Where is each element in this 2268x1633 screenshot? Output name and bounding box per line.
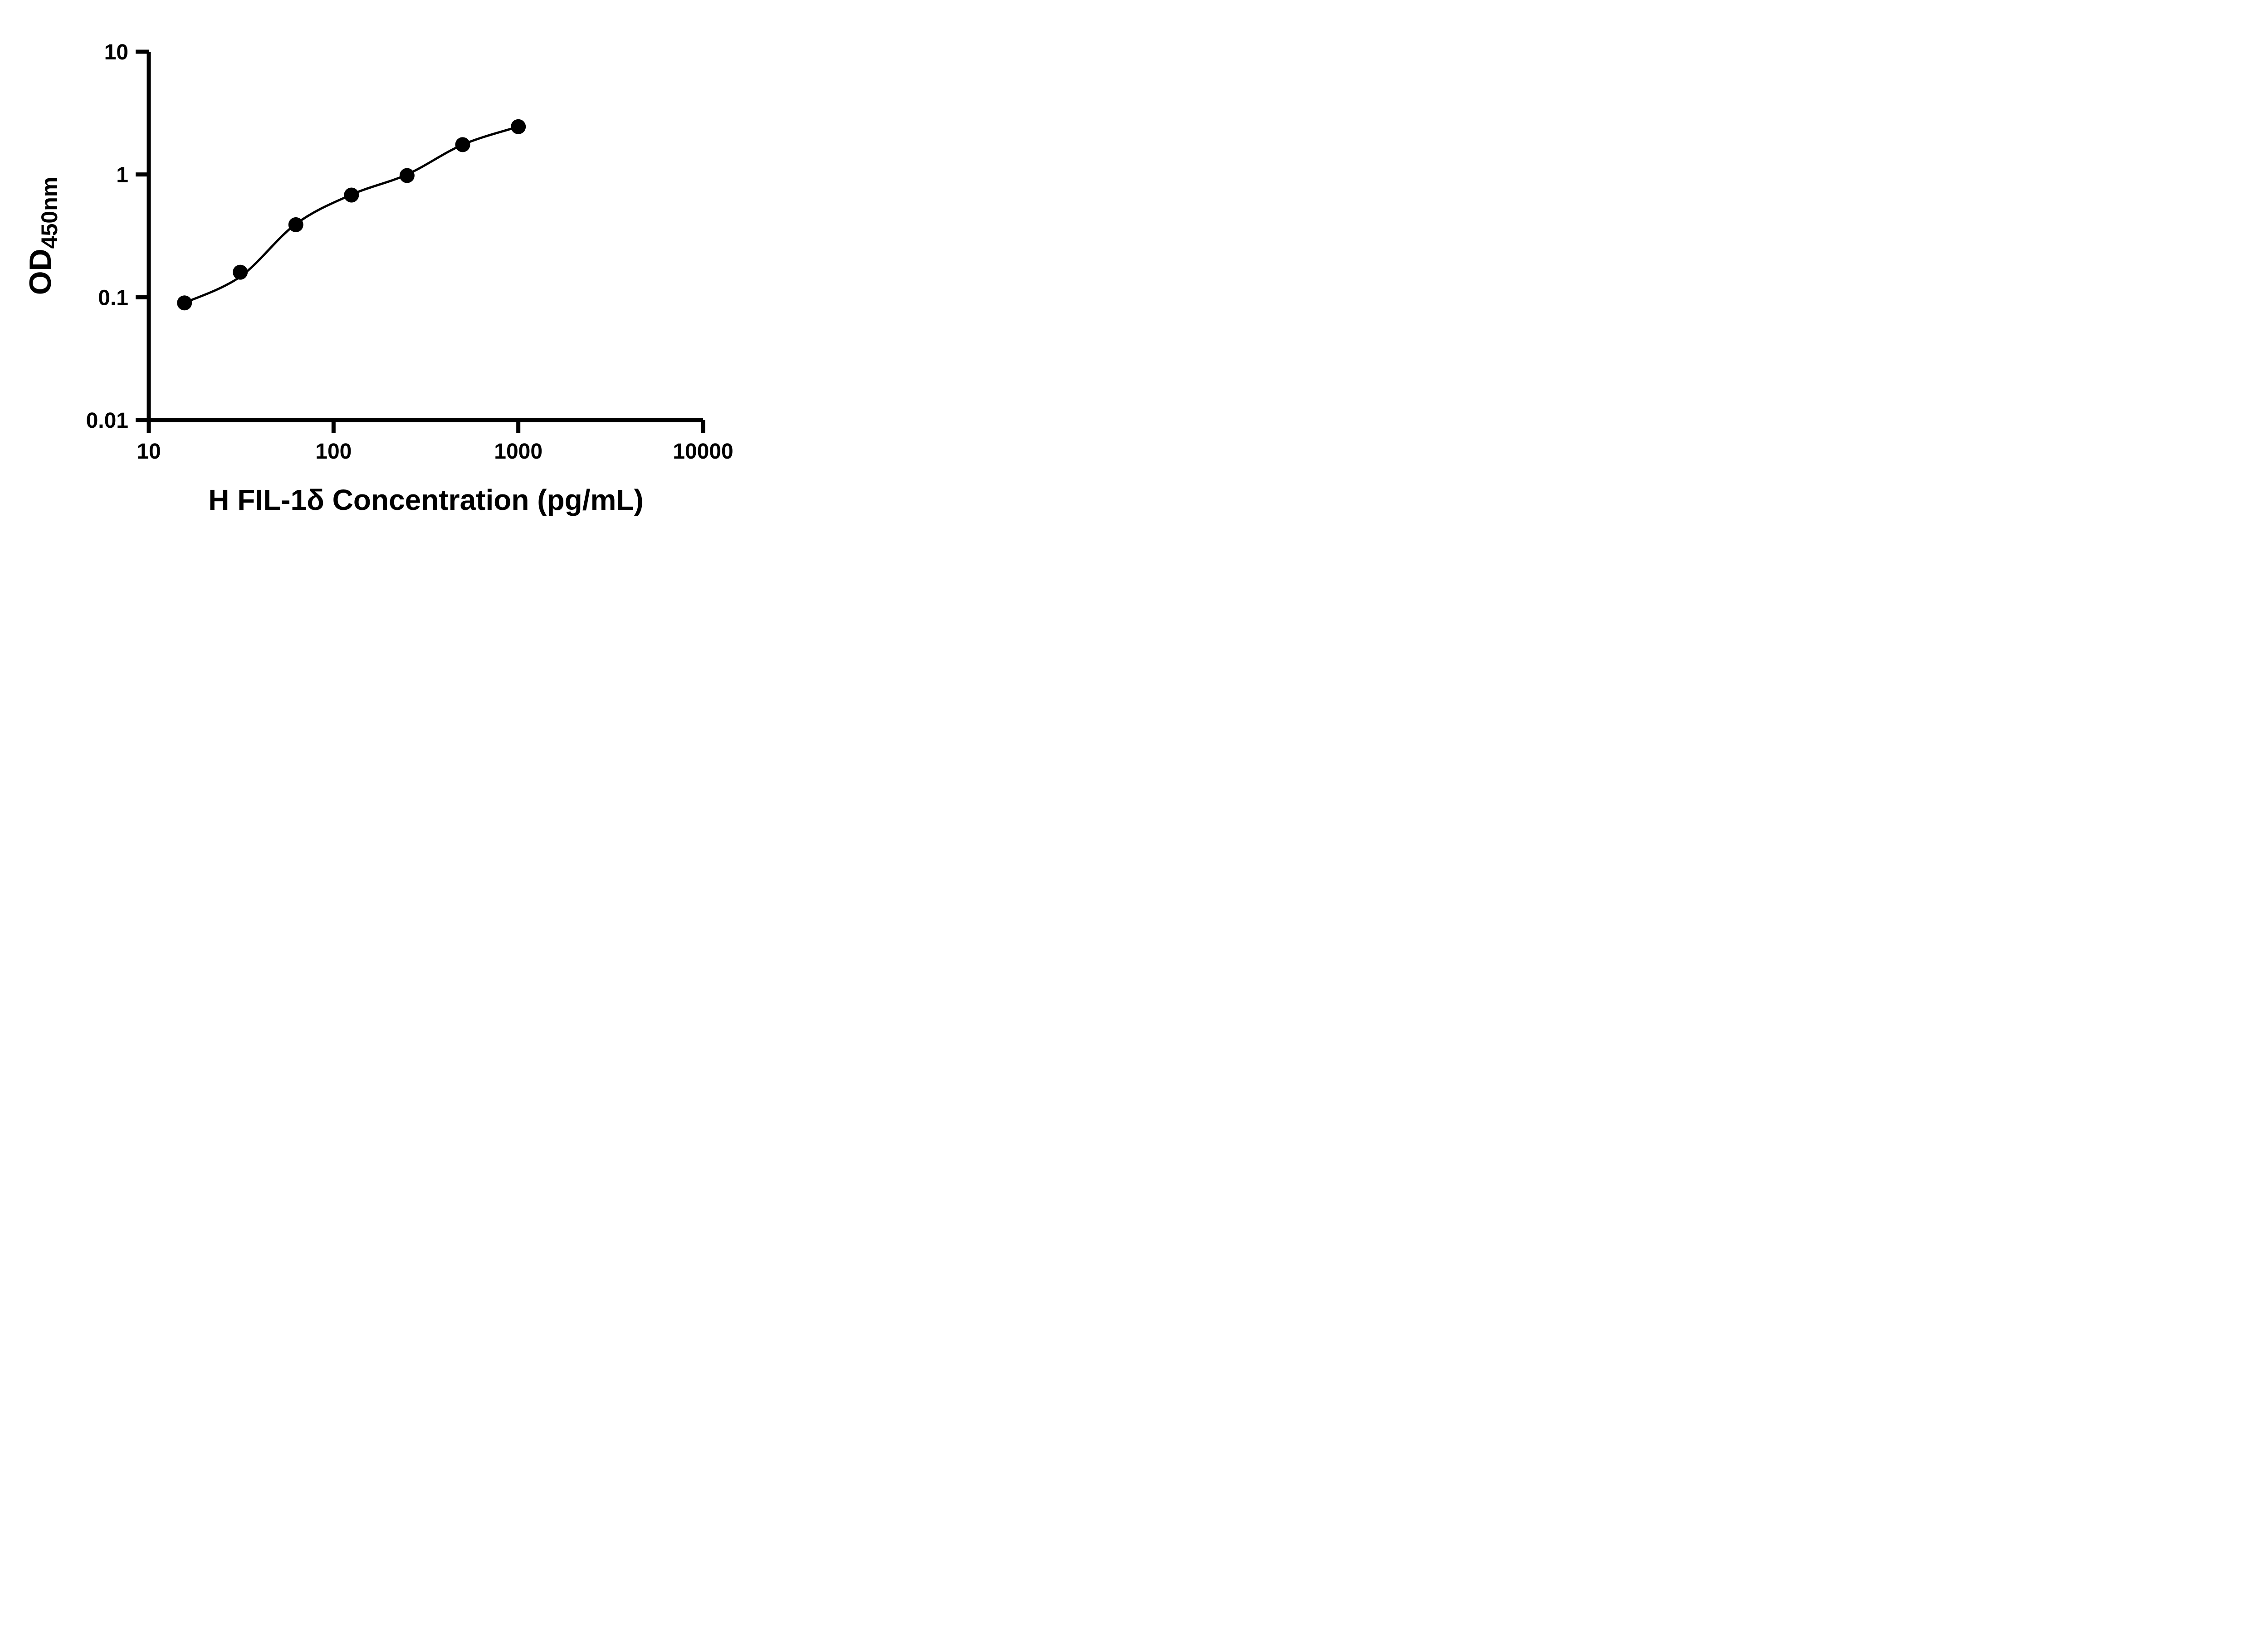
elisa-standard-curve: 0.01 0.1 1 10 10 100 1000 10000 H FIL-1δ Concent…	[0, 0, 776, 544]
x-tick-label: 10	[137, 440, 161, 464]
x-axis-title: H FIL-1δ Concentration (pg/mL)	[208, 484, 644, 516]
x-tick-label: 1000	[494, 440, 543, 464]
y-tick-label: 0.1	[98, 286, 128, 310]
data-point	[177, 295, 192, 311]
data-point	[455, 137, 470, 152]
axis-frame	[147, 52, 703, 422]
y-axis-title-subscript: 450nm	[37, 177, 62, 249]
y-axis-title: OD450nm	[23, 177, 62, 295]
y-tick-label: 1	[116, 163, 128, 187]
y-tick-label: 0.01	[86, 409, 128, 433]
data-point	[288, 217, 303, 232]
y-axis-title-main: OD	[23, 249, 58, 295]
x-tick-label: 10000	[673, 440, 733, 464]
data-point	[344, 187, 359, 203]
data-point	[399, 168, 415, 183]
elisa-standard-curve-page: { "page": { "background_color": "#ffffff…	[0, 0, 776, 544]
standard-curve-plot: 0.01 0.1 1 10 10 100 1000 10000 H FIL-1δ Concent…	[23, 40, 733, 516]
y-tick-label: 10	[104, 40, 128, 64]
data-point	[233, 264, 248, 280]
data-point	[511, 119, 526, 134]
x-tick-label: 100	[315, 440, 352, 464]
